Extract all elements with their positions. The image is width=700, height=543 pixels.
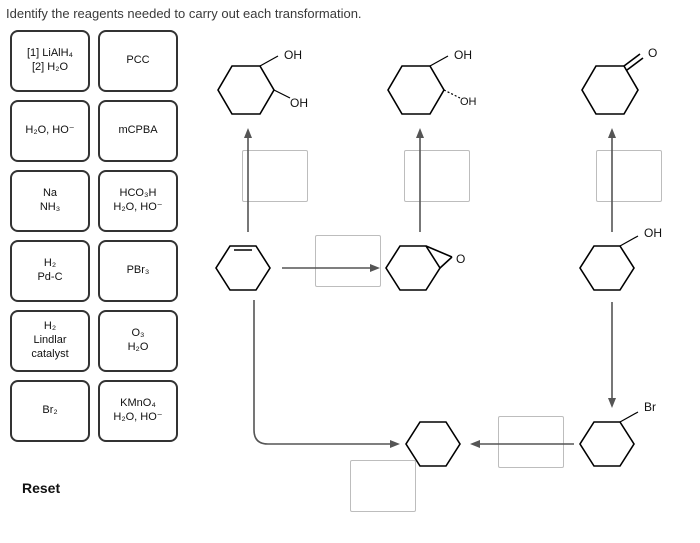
reagent-hco3h[interactable]: HCO₃H H₂O, HO⁻: [98, 170, 178, 232]
label-oh-a1: OH: [284, 48, 302, 62]
label-epoxide-o: O: [456, 252, 465, 266]
struct-bromocyclohexane: [574, 408, 654, 483]
struct-epoxide: [380, 232, 470, 307]
label-oh-b2: OH: [460, 96, 477, 108]
drop-zone-5[interactable]: [350, 460, 416, 512]
reagent-br2[interactable]: Br₂: [10, 380, 90, 442]
reagent-pcc[interactable]: PCC: [98, 30, 178, 92]
reagent-kmno4[interactable]: KMnO₄ H₂O, HO⁻: [98, 380, 178, 442]
reagent-na-nh3[interactable]: Na NH₃: [10, 170, 90, 232]
label-oh-b1: OH: [454, 48, 472, 62]
arrow-cyclohexene-to-cisdiol: [242, 128, 254, 232]
reagent-mcpba[interactable]: mCPBA: [98, 100, 178, 162]
struct-cyclohexene: [210, 232, 280, 307]
reagent-pbr3[interactable]: PBr₃: [98, 240, 178, 302]
arrow-bromide-to-cyclohexane: [470, 438, 574, 450]
arrow-cyclohexanol-to-bromide: [606, 302, 618, 408]
reset-button[interactable]: Reset: [22, 480, 60, 496]
struct-cis-diol: [210, 48, 290, 133]
struct-cyclohexanone: [574, 48, 654, 133]
page-title: Identify the reagents needed to carry ou…: [6, 6, 362, 21]
arrow-cyclohexene-to-cyclohexane: [250, 300, 420, 460]
reagent-h2o-ho[interactable]: H₂O, HO⁻: [10, 100, 90, 162]
label-oh-a2: OH: [290, 96, 308, 110]
arrow-cyclohexanol-to-ketone: [606, 128, 618, 232]
label-oh-cyclohexanol: OH: [644, 226, 662, 240]
reagent-h2-lindlar[interactable]: H₂ Lindlar catalyst: [10, 310, 90, 372]
reagent-h2-pdc[interactable]: H₂ Pd-C: [10, 240, 90, 302]
struct-trans-diol: [380, 48, 460, 133]
arrow-epoxide-to-transdiol: [414, 128, 426, 232]
arrow-cyclohexene-to-epoxide: [282, 262, 380, 274]
struct-cyclohexanol: [574, 232, 654, 307]
drop-zone-4[interactable]: [315, 235, 381, 287]
label-br: Br: [644, 400, 656, 414]
reagent-palette: [1] LiAlH₄ [2] H₂O PCC H₂O, HO⁻ mCPBA Na…: [10, 30, 190, 442]
reagent-o3-h2o[interactable]: O₃ H₂O: [98, 310, 178, 372]
label-o-ketone: O: [648, 46, 657, 60]
reagent-lialh4[interactable]: [1] LiAlH₄ [2] H₂O: [10, 30, 90, 92]
